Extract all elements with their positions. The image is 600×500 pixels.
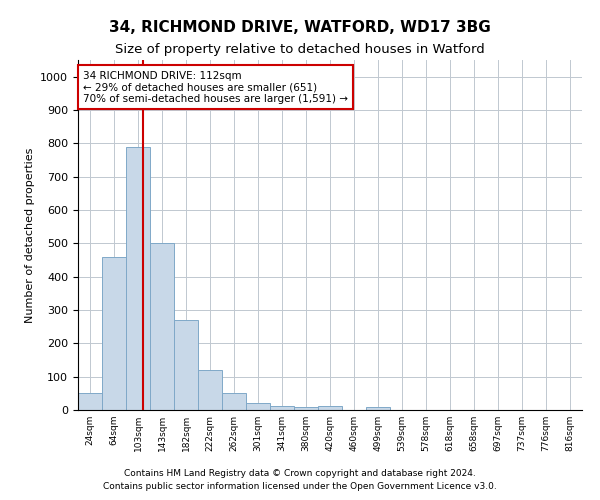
Bar [150, 244, 175, 410]
Text: 34 RICHMOND DRIVE: 112sqm
← 29% of detached houses are smaller (651)
70% of semi: 34 RICHMOND DRIVE: 112sqm ← 29% of detac… [83, 70, 348, 104]
Bar [78, 394, 102, 410]
Bar [102, 256, 127, 410]
Text: Contains HM Land Registry data © Crown copyright and database right 2024.: Contains HM Land Registry data © Crown c… [124, 468, 476, 477]
Text: Contains public sector information licensed under the Open Government Licence v3: Contains public sector information licen… [103, 482, 497, 491]
Bar [318, 406, 342, 410]
Bar [246, 404, 270, 410]
Bar [175, 320, 198, 410]
Bar [198, 370, 222, 410]
Bar [222, 394, 246, 410]
Bar [127, 146, 150, 410]
Bar [366, 406, 390, 410]
Text: 34, RICHMOND DRIVE, WATFORD, WD17 3BG: 34, RICHMOND DRIVE, WATFORD, WD17 3BG [109, 20, 491, 35]
Bar [270, 406, 293, 410]
Bar [293, 406, 318, 410]
Text: Size of property relative to detached houses in Watford: Size of property relative to detached ho… [115, 42, 485, 56]
Y-axis label: Number of detached properties: Number of detached properties [25, 148, 35, 322]
